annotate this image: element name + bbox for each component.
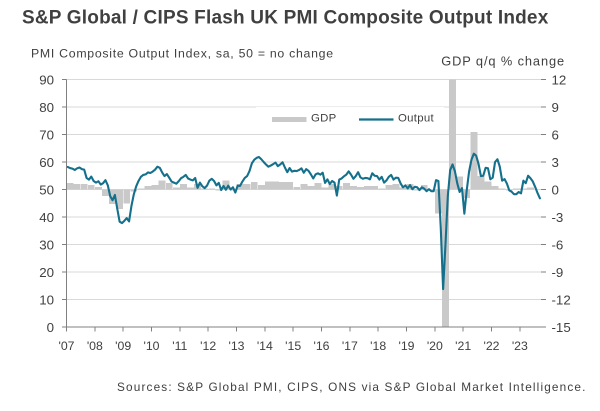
- svg-text:90: 90: [39, 72, 54, 87]
- svg-text:80: 80: [39, 100, 54, 115]
- svg-text:'14: '14: [257, 339, 273, 353]
- svg-text:50: 50: [39, 182, 54, 197]
- svg-text:'18: '18: [370, 339, 386, 353]
- svg-text:10: 10: [39, 292, 54, 307]
- svg-text:'12: '12: [200, 339, 216, 353]
- svg-text:-12: -12: [552, 292, 571, 307]
- svg-text:-9: -9: [552, 265, 564, 280]
- svg-text:'20: '20: [427, 339, 443, 353]
- svg-text:Sources: S&P Global PMI, CIPS,: Sources: S&P Global PMI, CIPS, ONS via S…: [117, 380, 587, 394]
- svg-text:-6: -6: [552, 237, 564, 252]
- svg-text:S&P Global / CIPS Flash UK PMI: S&P Global / CIPS Flash UK PMI Composite…: [22, 7, 549, 28]
- svg-text:'07: '07: [58, 339, 74, 353]
- svg-text:-3: -3: [552, 210, 564, 225]
- svg-text:40: 40: [39, 210, 54, 225]
- svg-text:'17: '17: [342, 339, 358, 353]
- svg-text:'10: '10: [143, 339, 159, 353]
- svg-text:20: 20: [39, 265, 54, 280]
- svg-text:70: 70: [39, 127, 54, 142]
- svg-text:60: 60: [39, 155, 54, 170]
- svg-text:3: 3: [552, 155, 559, 170]
- svg-text:9: 9: [552, 100, 559, 115]
- svg-text:Output: Output: [398, 113, 435, 125]
- svg-text:0: 0: [47, 320, 54, 335]
- svg-text:'08: '08: [87, 339, 103, 353]
- svg-text:'22: '22: [483, 339, 499, 353]
- svg-text:'15: '15: [285, 339, 301, 353]
- svg-text:GDP: GDP: [311, 113, 337, 125]
- svg-text:'21: '21: [455, 339, 471, 353]
- svg-text:-15: -15: [552, 320, 571, 335]
- svg-text:12: 12: [552, 72, 567, 87]
- svg-text:0: 0: [552, 182, 559, 197]
- svg-text:'09: '09: [115, 339, 131, 353]
- svg-text:'19: '19: [398, 339, 414, 353]
- svg-text:'23: '23: [512, 339, 528, 353]
- svg-text:30: 30: [39, 237, 54, 252]
- svg-text:GDP q/q % change: GDP q/q % change: [441, 53, 565, 68]
- svg-text:PMI Composite Output Index,: PMI Composite Output Index, sa, 50 = no …: [31, 47, 334, 61]
- svg-text:'11: '11: [172, 339, 187, 353]
- svg-text:'16: '16: [313, 339, 329, 353]
- svg-text:6: 6: [552, 127, 559, 142]
- svg-text:'13: '13: [228, 339, 244, 353]
